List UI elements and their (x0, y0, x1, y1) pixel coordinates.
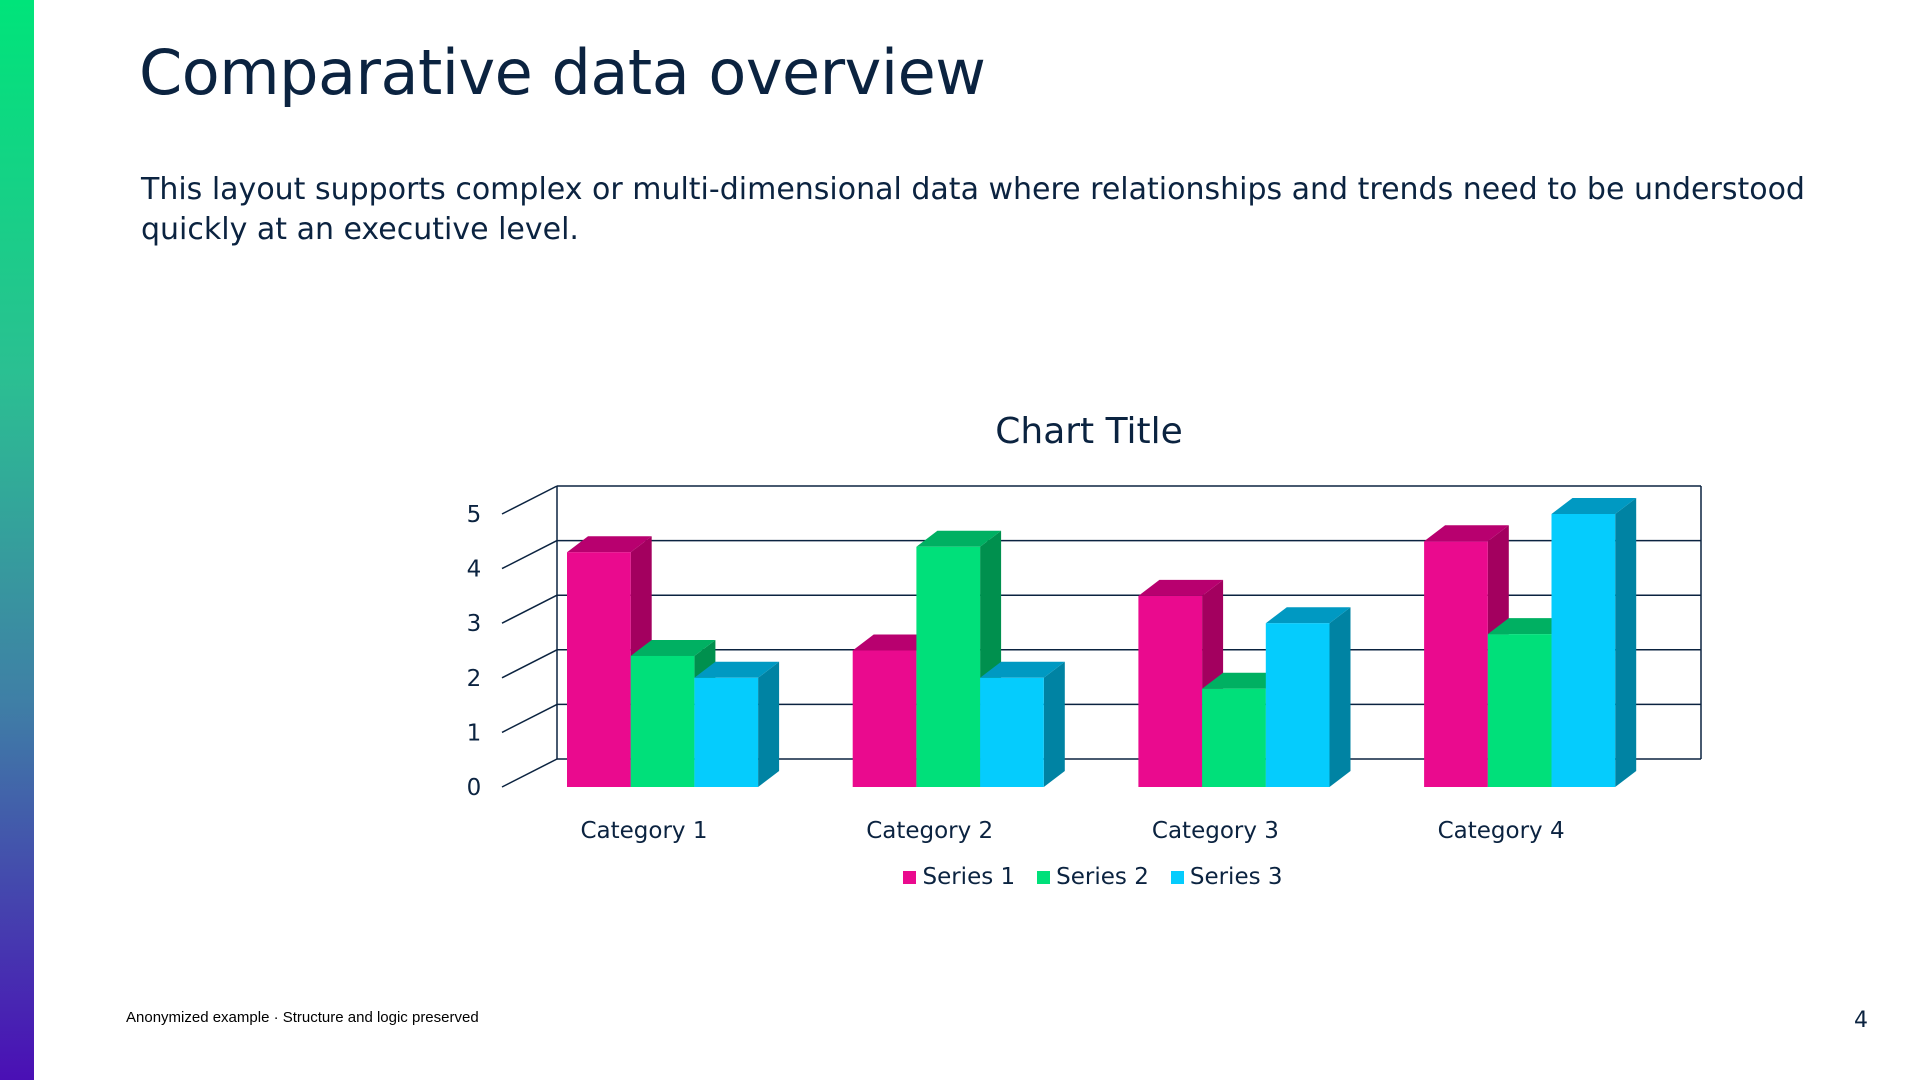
bar-side (1615, 498, 1637, 787)
bar-top (980, 661, 1065, 678)
bar-side (1329, 607, 1351, 787)
bar (1265, 607, 1351, 787)
bar-side (758, 661, 780, 787)
legend-swatch (1170, 870, 1184, 884)
bar-top (567, 536, 652, 553)
bar (1551, 498, 1637, 787)
y-tick-label: 2 (467, 666, 482, 692)
side-gridline (501, 703, 558, 734)
legend-label: Series 3 (1189, 864, 1283, 890)
bar-top (1265, 607, 1351, 624)
y-tick-label: 0 (467, 775, 482, 801)
bar-front (1202, 688, 1266, 787)
footer-note: Anonymized example · Structure and logic… (126, 1009, 479, 1026)
legend-item-series-3: Series 3 (1170, 864, 1283, 890)
legend-item-series-1: Series 1 (903, 864, 1015, 890)
bar-front (1138, 595, 1203, 787)
bar-top (1487, 618, 1573, 635)
side-gridline (501, 539, 558, 570)
bar (916, 530, 1002, 787)
bar-front (1424, 541, 1488, 787)
bar-top (852, 634, 938, 651)
bar-top (1202, 672, 1287, 689)
bar-top (630, 639, 716, 656)
bar-front (567, 552, 631, 787)
legend-label: Series 1 (922, 864, 1016, 890)
legend-label: Series 2 (1056, 864, 1149, 890)
bar-top (1551, 498, 1637, 514)
bar-front (1487, 634, 1552, 787)
bar-top (1424, 525, 1509, 542)
side-gridline (501, 758, 558, 788)
bar-side (1043, 661, 1065, 787)
x-tick-label: Category 2 (866, 818, 993, 844)
legend-swatch (1037, 870, 1051, 884)
x-axis-labels: Category 1 Category 2 Category 3 Category 4 (580, 818, 1564, 844)
bar-top (916, 530, 1002, 547)
bar-top (1138, 579, 1224, 596)
chart-title: Chart Title (995, 411, 1183, 452)
legend-swatch (903, 870, 917, 884)
x-tick-label: Category 3 (1152, 818, 1279, 844)
legend-item-series-2: Series 2 (1037, 864, 1149, 890)
y-tick-label: 5 (467, 502, 482, 528)
bar-front (980, 677, 1044, 787)
bar-front (630, 655, 695, 787)
bar-front (1265, 623, 1330, 787)
bar-top (694, 661, 780, 678)
bar (694, 661, 780, 787)
side-gridline (501, 485, 558, 515)
page-number: 4 (1854, 1008, 1868, 1033)
slide-title: Comparative data overview (139, 36, 986, 109)
bar-front (1551, 514, 1616, 787)
y-tick-label: 3 (467, 611, 482, 637)
bar-front (916, 546, 981, 787)
x-tick-label: Category 4 (1438, 818, 1565, 844)
y-axis-labels: 0 1 2 3 4 5 (467, 502, 482, 801)
bar-front (852, 650, 917, 787)
side-gridline (501, 594, 558, 624)
x-tick-label: Category 1 (580, 818, 707, 844)
bar (980, 661, 1065, 787)
y-tick-label: 1 (467, 720, 482, 746)
slide-description: This layout supports complex or multi-di… (141, 172, 1805, 247)
bar-front (694, 677, 759, 787)
chart-legend: Series 1 Series 2 Series 3 (0, 864, 1920, 890)
bars (567, 498, 1637, 787)
y-tick-label: 4 (467, 557, 482, 583)
side-gridline (501, 649, 558, 679)
accent-bar (0, 0, 34, 1080)
